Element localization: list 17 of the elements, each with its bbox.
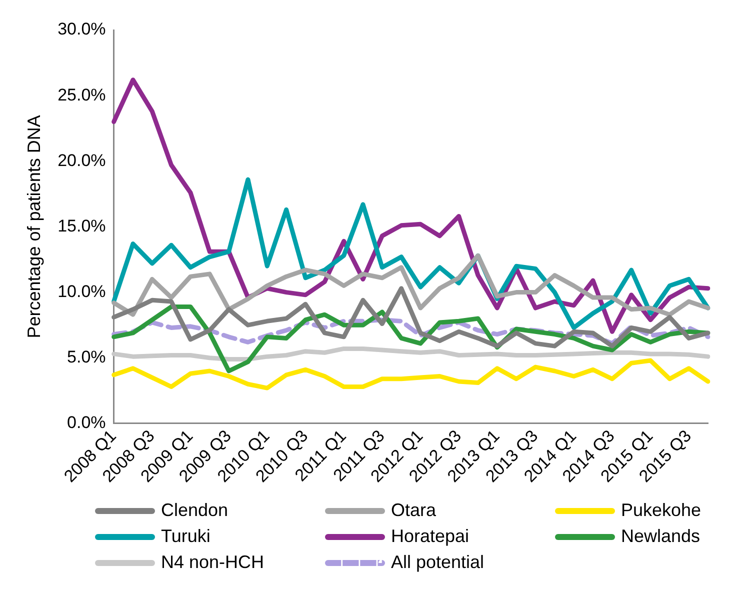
y-tick-label: 25.0% bbox=[58, 85, 106, 104]
legend-label: Newlands bbox=[621, 526, 700, 547]
legend-label: Clendon bbox=[161, 500, 228, 521]
legend-label: Otara bbox=[391, 500, 436, 521]
legend-label: Turuki bbox=[161, 526, 210, 547]
legend-label: All potential bbox=[391, 552, 484, 573]
y-tick-label: 10.0% bbox=[58, 282, 106, 301]
legend-label: Horatepai bbox=[391, 526, 470, 547]
y-axis-title: Percentage of patients DNA bbox=[24, 115, 44, 338]
line-series bbox=[112, 318, 710, 346]
y-tick-label: 30.0% bbox=[58, 20, 106, 39]
y-tick-label: 15.0% bbox=[58, 216, 106, 236]
y-tick-label: 0.0% bbox=[67, 413, 106, 432]
legend-label: N4 non-HCH bbox=[161, 552, 264, 573]
y-tick-label: 5.0% bbox=[67, 348, 106, 367]
legend-label: Pukekohe bbox=[621, 500, 702, 521]
y-tick-label: 20.0% bbox=[58, 150, 106, 170]
